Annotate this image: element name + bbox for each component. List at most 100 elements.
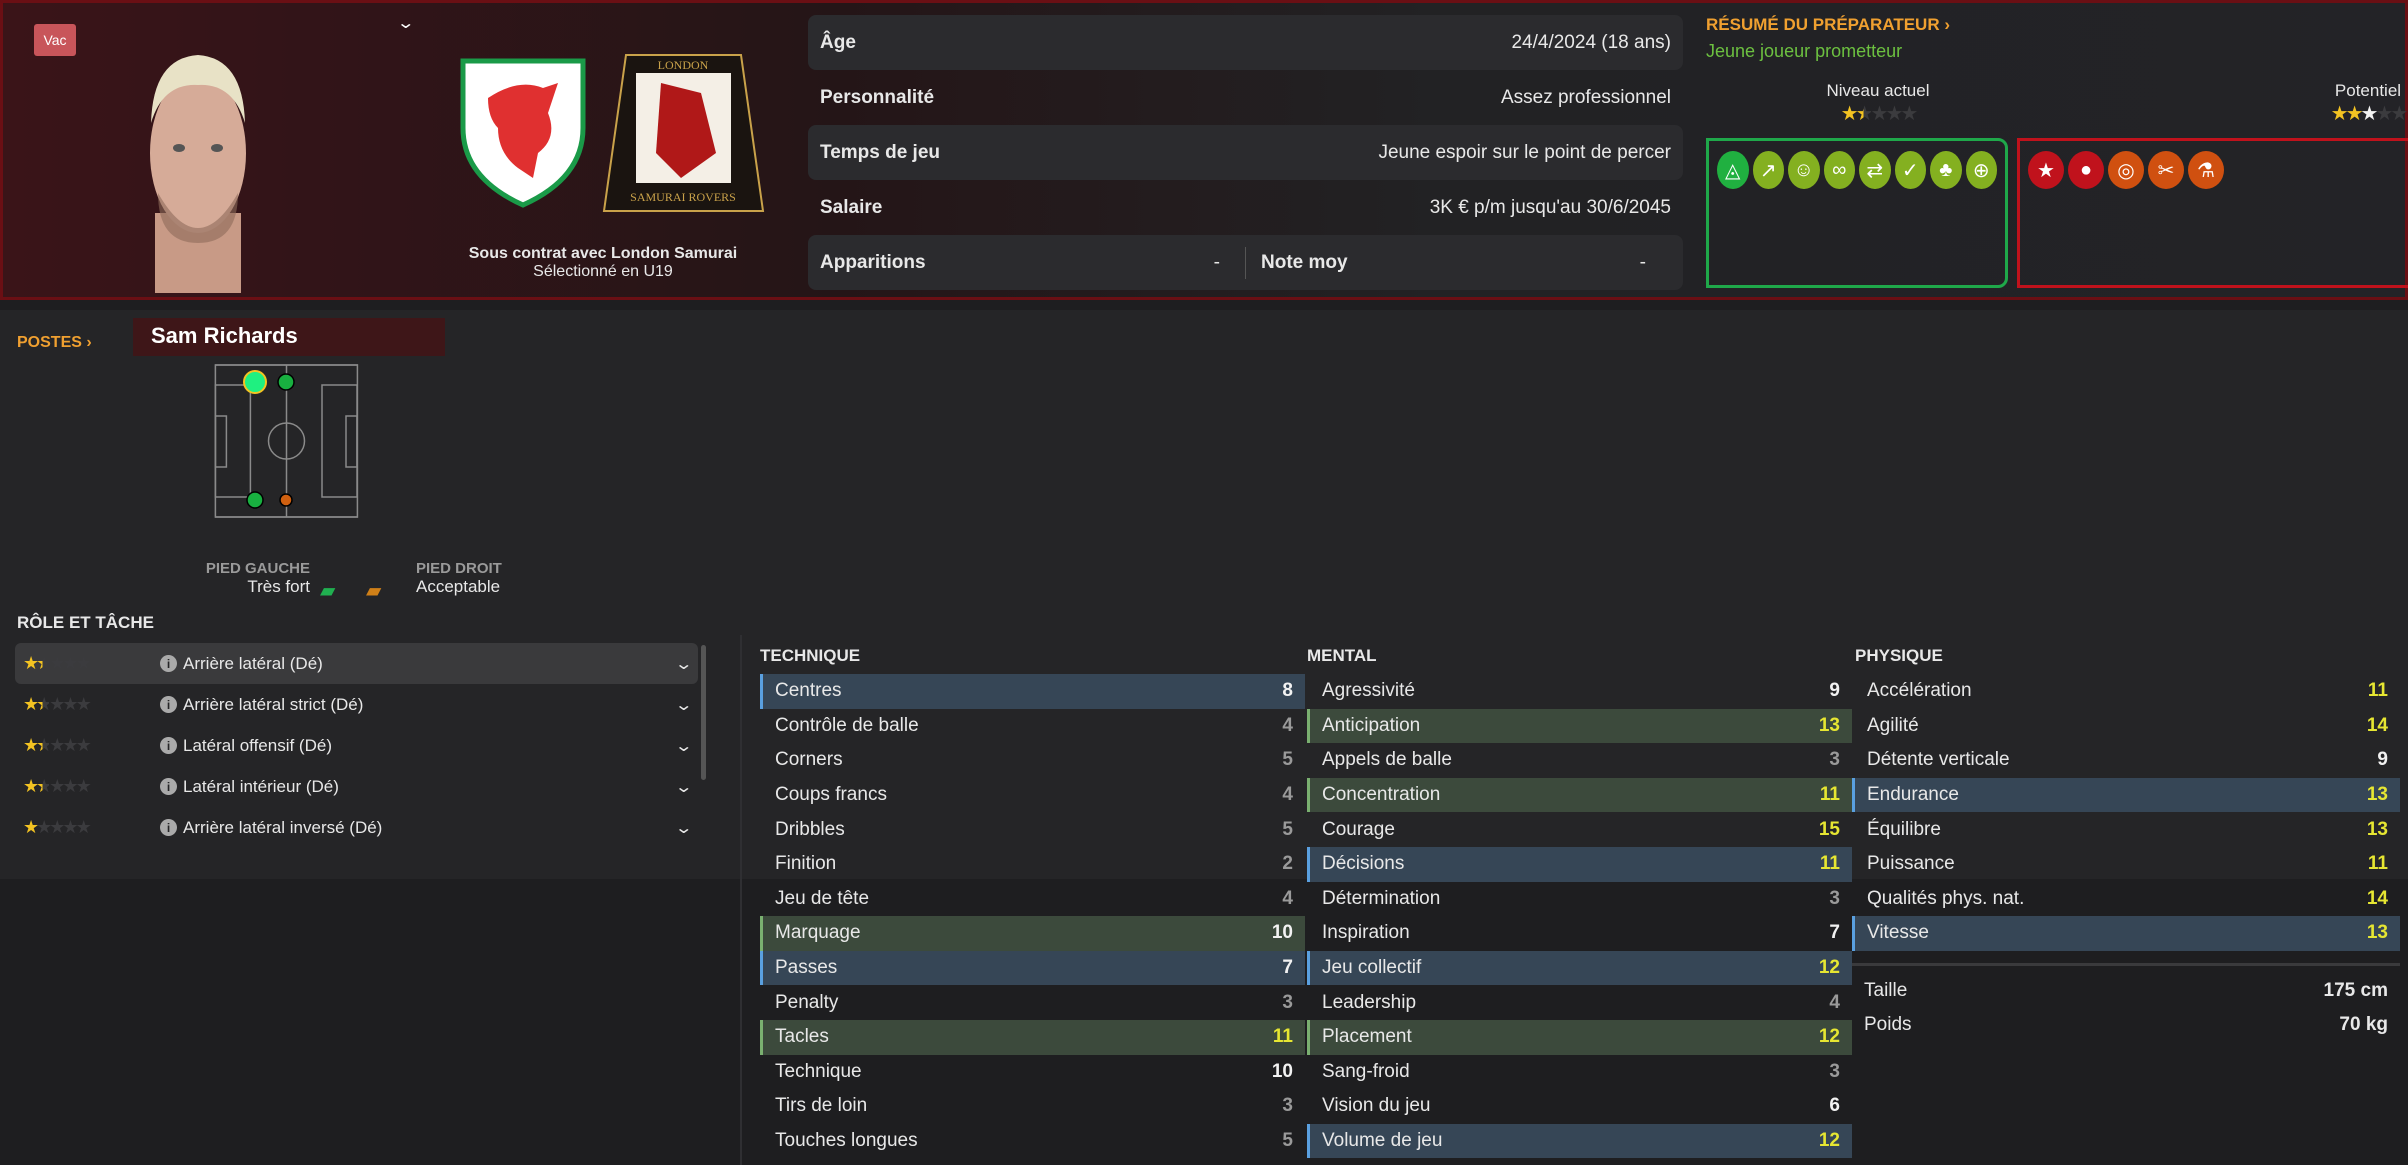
attribute-row[interactable]: Penalty 3 — [760, 985, 1305, 1020]
playtime-row[interactable]: Temps de jeu Jeune espoir sur le point de… — [808, 125, 1683, 180]
info-icon[interactable]: i — [160, 819, 177, 836]
shield-icon[interactable]: ◬ — [1717, 151, 1749, 189]
attribute-row[interactable]: Touches longues 5 — [760, 1124, 1305, 1159]
vacation-badge[interactable]: Vac — [34, 24, 76, 56]
document-check-icon[interactable]: ✓ — [1894, 151, 1926, 189]
role-label: Latéral intérieur (Dé) — [183, 776, 339, 796]
star-icon: ★ — [62, 694, 78, 714]
info-icon[interactable]: i — [160, 655, 177, 672]
chevron-down-icon[interactable]: ⌄ — [673, 696, 693, 714]
role-item[interactable]: ★★★★★ i Arrière latéral (Dé) ⌄ — [15, 643, 698, 684]
attribute-row[interactable]: Corners 5 — [760, 743, 1305, 778]
attribute-row[interactable]: Agilité 14 — [1852, 709, 2400, 744]
handshake-icon[interactable]: ⇄ — [1859, 151, 1891, 189]
attribute-row[interactable]: Anticipation 13 — [1307, 708, 1852, 744]
head-brain-icon[interactable]: ☺ — [1788, 151, 1820, 189]
attribute-row[interactable]: Jeu collectif 12 — [1307, 950, 1852, 986]
attribute-row[interactable]: Finition 2 — [760, 847, 1305, 882]
chevron-down-icon[interactable]: ⌄ — [673, 778, 693, 796]
star-icon[interactable]: ★ — [2028, 151, 2064, 189]
position-pitch[interactable] — [200, 362, 380, 522]
attribute-value: 14 — [2366, 887, 2388, 909]
ball-slope-icon[interactable]: ● — [2068, 151, 2104, 189]
position-dl-natural[interactable] — [243, 370, 267, 394]
personality-row[interactable]: Personnalité Assez professionnel — [808, 70, 1683, 125]
attribute-row[interactable]: Technique 10 — [760, 1055, 1305, 1090]
role-item[interactable]: ★★★★★ i Arrière latéral inversé (Dé) ⌄ — [15, 807, 698, 848]
attribute-row[interactable]: Inspiration 7 — [1307, 916, 1852, 951]
attribute-name: Tacles — [775, 1026, 829, 1048]
attribute-row[interactable]: Endurance 13 — [1852, 777, 2400, 813]
attribute-name: Endurance — [1867, 784, 1959, 806]
position-dr[interactable] — [246, 491, 264, 509]
broken-link-icon[interactable]: ✂ — [2148, 151, 2184, 189]
personality-value: Assez professionnel — [1500, 86, 1671, 108]
info-icon[interactable]: i — [160, 778, 177, 795]
attribute-row[interactable]: Décisions 11 — [1307, 846, 1852, 882]
attribute-row[interactable]: Puissance 11 — [1852, 847, 2400, 882]
attribute-row[interactable]: Vitesse 13 — [1852, 916, 2400, 951]
star-icon: ★ — [75, 735, 92, 755]
attribute-row[interactable]: Détente verticale 9 — [1852, 743, 2400, 778]
globe-icon[interactable]: ⊕ — [1965, 151, 1997, 189]
mental-column: MENTAL Agressivité 9 Anticipation 13 Appels d… — [1307, 646, 1852, 1159]
attribute-row[interactable]: Détermination 3 — [1307, 882, 1852, 917]
age-row: Âge 24/4/2024 (18 ans) — [808, 15, 1683, 70]
plant-growth-icon[interactable]: ♣ — [1930, 151, 1962, 189]
attribute-row[interactable]: Volume de jeu 12 — [1307, 1123, 1852, 1159]
star-icon: ★ — [36, 776, 52, 796]
target-icon[interactable]: ◎ — [2108, 151, 2144, 189]
attribute-value: 5 — [1282, 818, 1293, 840]
salary-label: Salaire — [820, 196, 883, 218]
attribute-value: 8 — [1282, 680, 1293, 702]
trend-up-icon[interactable]: ↗ — [1752, 151, 1784, 189]
attribute-row[interactable]: Accélération 11 — [1852, 674, 2400, 709]
attribute-row[interactable]: Équilibre 13 — [1852, 812, 2400, 847]
chevron-down-icon[interactable]: ⌄ — [673, 655, 693, 673]
attribute-row[interactable]: Qualités phys. nat. 14 — [1852, 882, 2400, 917]
flask-icon[interactable]: ⚗ — [2188, 151, 2224, 189]
attribute-row[interactable]: Concentration 11 — [1307, 777, 1852, 813]
attribute-row[interactable]: Coups francs 4 — [760, 778, 1305, 813]
roles-scrollbar[interactable] — [701, 645, 706, 780]
salary-row[interactable]: Salaire 3K € p/m jusqu'au 30/6/2045 — [808, 180, 1683, 235]
attribute-name: Leadership — [1322, 991, 1417, 1013]
coach-report-link[interactable]: RÉSUMÉ DU PRÉPARATEUR › — [1706, 15, 1950, 34]
info-icon[interactable]: i — [160, 737, 177, 754]
chain-link-icon[interactable]: ∞ — [1823, 151, 1855, 189]
position-wbl[interactable] — [277, 373, 295, 391]
weight-row: Poids 70 kg — [1852, 1008, 2400, 1042]
attribute-row[interactable]: Centres 8 — [760, 674, 1305, 709]
wales-crest — [460, 58, 586, 208]
attribute-row[interactable]: Passes 7 — [760, 950, 1305, 986]
chevron-down-icon[interactable]: ⌄ — [396, 15, 416, 32]
attribute-row[interactable]: Vision du jeu 6 — [1307, 1089, 1852, 1124]
chevron-down-icon[interactable]: ⌄ — [673, 737, 693, 755]
attribute-row[interactable]: Courage 15 — [1307, 812, 1852, 847]
chevron-down-icon[interactable]: ⌄ — [673, 819, 693, 837]
role-item[interactable]: ★★★★★ i Arrière latéral strict (Dé) ⌄ — [15, 684, 698, 725]
attribute-value: 15 — [1818, 818, 1840, 840]
attribute-row[interactable]: Jeu de tête 4 — [760, 882, 1305, 917]
attribute-row[interactable]: Leadership 4 — [1307, 985, 1852, 1020]
attribute-name: Agilité — [1867, 714, 1919, 736]
attribute-row[interactable]: Contrôle de balle 4 — [760, 709, 1305, 744]
role-item[interactable]: ★★★★★ i Latéral intérieur (Dé) ⌄ — [15, 766, 698, 807]
attribute-row[interactable]: Marquage 10 — [760, 916, 1305, 951]
attribute-row[interactable]: Tirs de loin 3 — [760, 1089, 1305, 1124]
attribute-value: 7 — [1282, 957, 1293, 979]
attribute-row[interactable]: Appels de balle 3 — [1307, 743, 1852, 778]
attribute-row[interactable]: Placement 12 — [1307, 1019, 1852, 1055]
attribute-row[interactable]: Tacles 11 — [760, 1019, 1305, 1055]
attribute-name: Passes — [775, 957, 838, 979]
role-item[interactable]: ★★★★★ i Latéral offensif (Dé) ⌄ — [15, 725, 698, 766]
attribute-row[interactable]: Dribbles 5 — [760, 812, 1305, 847]
info-icon[interactable]: i — [160, 696, 177, 713]
positions-link[interactable]: POSTES › — [17, 334, 92, 351]
attribute-name: Vision du jeu — [1322, 1095, 1431, 1117]
attribute-row[interactable]: Agressivité 9 — [1307, 674, 1852, 709]
position-wbr[interactable] — [279, 493, 293, 507]
role-label: Arrière latéral inversé (Dé) — [183, 817, 383, 837]
attribute-row[interactable]: Sang-froid 3 — [1307, 1055, 1852, 1090]
role-label: Arrière latéral strict (Dé) — [183, 694, 364, 714]
